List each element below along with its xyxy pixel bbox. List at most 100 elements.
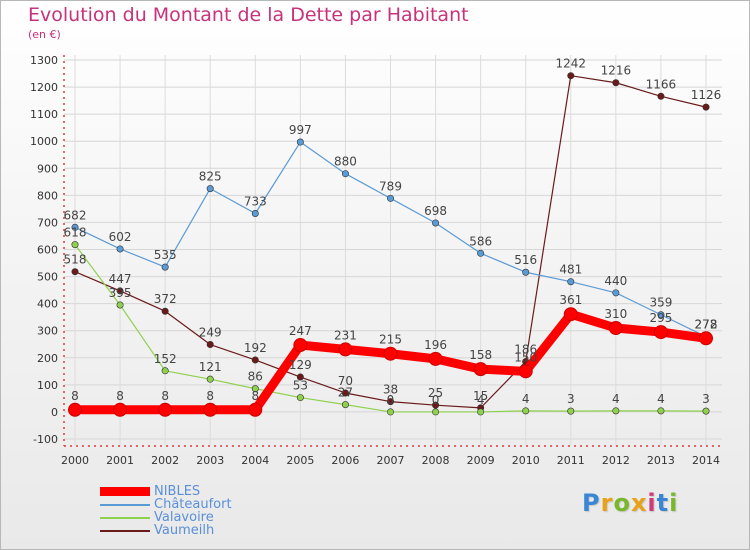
data-point [203, 402, 218, 417]
data-label: 789 [379, 179, 402, 193]
data-label: 272 [695, 317, 718, 331]
data-point [699, 331, 713, 346]
data-point [161, 263, 169, 271]
x-tick-label: 2013 [647, 454, 675, 467]
data-label: 0 [387, 393, 395, 407]
data-label: 518 [64, 253, 87, 267]
data-label: 53 [293, 379, 308, 393]
y-tick-label: 800 [37, 189, 58, 202]
data-label: 278 [695, 318, 718, 332]
data-label: 602 [109, 230, 132, 244]
data-label: 1126 [691, 88, 722, 102]
data-label: 4 [477, 393, 485, 407]
data-label: 249 [199, 326, 222, 340]
data-point [338, 342, 353, 357]
data-point [68, 402, 82, 417]
legend: NIBLES Châteaufort Valavoire Vaumeilh [100, 485, 232, 537]
x-tick-label: 2002 [151, 454, 179, 467]
y-tick-label: 700 [37, 216, 58, 229]
logo-letter: t [656, 489, 670, 517]
data-point [432, 408, 440, 416]
data-label: 8 [251, 389, 259, 403]
data-label: 481 [559, 263, 582, 277]
data-label: 8 [161, 389, 169, 403]
data-label: 440 [604, 274, 627, 288]
y-tick-label: 1300 [30, 54, 58, 67]
data-point [251, 356, 259, 364]
y-tick-label: 0 [51, 406, 58, 419]
data-label: 361 [559, 293, 582, 307]
data-label: 158 [469, 348, 492, 362]
data-label: 186 [514, 343, 537, 357]
data-point [71, 268, 79, 276]
data-point [383, 346, 398, 361]
legend-label: Châteaufort [154, 497, 232, 512]
data-label: 618 [64, 226, 87, 240]
x-tick-label: 2010 [512, 454, 540, 467]
data-label: 1242 [556, 57, 587, 71]
legend-swatch [100, 516, 150, 519]
data-label: 698 [424, 204, 447, 218]
data-point [158, 402, 173, 417]
x-tick-label: 2000 [61, 454, 89, 467]
data-point [386, 194, 394, 202]
chart-title: Evolution du Montant de la Dette par Hab… [28, 4, 469, 26]
data-label: 880 [334, 155, 357, 169]
y-tick-label: 900 [37, 162, 58, 175]
data-point [428, 351, 443, 366]
data-label: 586 [469, 234, 492, 248]
series-layer [68, 72, 713, 417]
data-point [432, 219, 440, 227]
data-label: 196 [424, 338, 447, 352]
data-point [206, 375, 214, 383]
legend-item-vaumeilh: Vaumeilh [100, 524, 232, 537]
x-tick-label: 2008 [422, 454, 450, 467]
logo-letter: P [582, 489, 601, 517]
data-point [473, 362, 488, 377]
data-label: 3 [702, 392, 710, 406]
data-point [612, 79, 620, 87]
x-tick-label: 2012 [602, 454, 630, 467]
data-label: 86 [248, 370, 263, 384]
data-label: 310 [604, 307, 627, 321]
data-label: 372 [154, 292, 177, 306]
legend-label: Vaumeilh [154, 523, 215, 538]
data-point [206, 341, 214, 349]
x-tick-label: 2007 [377, 454, 405, 467]
data-point [386, 398, 394, 406]
logo-letter: x [630, 489, 648, 517]
data-point [612, 289, 620, 297]
data-label: 25 [428, 386, 443, 400]
data-point [341, 401, 349, 409]
legend-item-nibles: NIBLES [100, 485, 232, 498]
data-point [702, 407, 710, 415]
data-point [248, 402, 263, 417]
data-point [161, 307, 169, 315]
data-point [477, 408, 485, 416]
data-label: 4 [657, 392, 665, 406]
data-label: 1166 [646, 77, 677, 91]
data-point [116, 287, 124, 295]
data-label: 535 [154, 248, 177, 262]
data-point [296, 373, 304, 381]
legend-swatch [100, 487, 150, 496]
data-point [522, 407, 530, 415]
data-label: 129 [289, 358, 312, 372]
data-point [113, 402, 128, 417]
x-tick-label: 2004 [241, 454, 269, 467]
data-point [432, 401, 440, 409]
data-point [161, 367, 169, 375]
data-label: 733 [244, 194, 267, 208]
data-label: 8 [206, 389, 214, 403]
proxiti-logo: Proxiti [582, 489, 678, 517]
data-point [296, 394, 304, 402]
x-tick-label: 2006 [331, 454, 359, 467]
data-point [71, 223, 79, 231]
y-tick-label: 1200 [30, 81, 58, 94]
data-point [702, 103, 710, 111]
data-point [251, 385, 259, 393]
y-tick-label: -100 [33, 433, 58, 446]
